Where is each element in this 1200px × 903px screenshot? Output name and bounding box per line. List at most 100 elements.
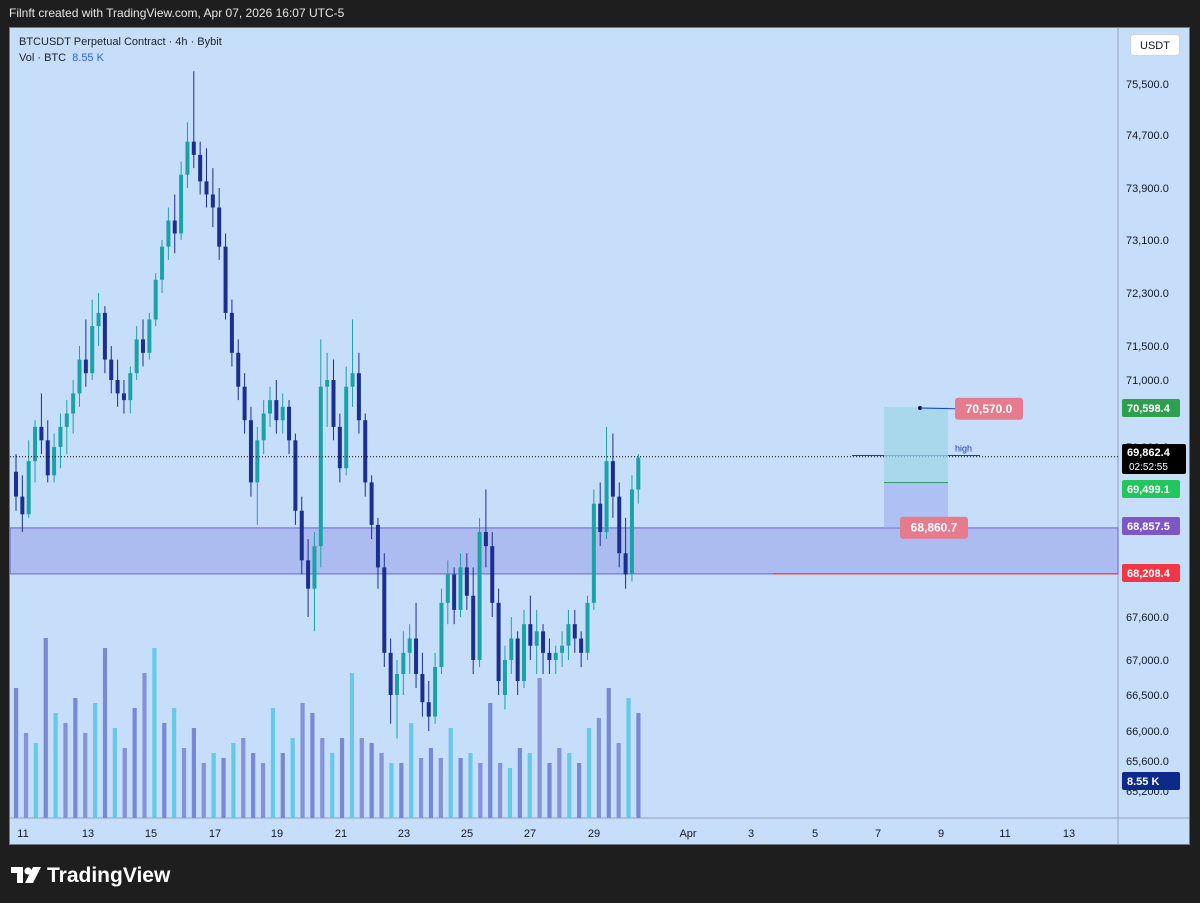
candle-body[interactable] (407, 638, 412, 653)
candle-body[interactable] (248, 420, 253, 483)
candle-body[interactable] (452, 574, 457, 610)
target-callout-box[interactable] (955, 397, 1023, 420)
candle-body[interactable] (255, 440, 260, 483)
candle-body[interactable] (363, 420, 368, 483)
candle-body[interactable] (96, 312, 101, 327)
candle-body[interactable] (401, 652, 406, 674)
candle-body[interactable] (33, 426, 38, 462)
candle-body[interactable] (439, 602, 444, 667)
candle-body[interactable] (509, 638, 514, 661)
candle-body[interactable] (591, 503, 596, 603)
candle-body[interactable] (325, 380, 330, 387)
price-badge-5[interactable] (1122, 772, 1180, 790)
candle-body[interactable] (306, 560, 311, 589)
candle-body[interactable] (464, 567, 469, 596)
candle-body[interactable] (312, 546, 317, 589)
candle-body[interactable] (585, 602, 590, 653)
candle-body[interactable] (496, 602, 501, 681)
candle-body[interactable] (52, 447, 57, 476)
candle-body[interactable] (121, 393, 126, 401)
candle-body[interactable] (134, 339, 139, 374)
candle-body[interactable] (375, 524, 380, 568)
candle-body[interactable] (172, 220, 177, 234)
candle-body[interactable] (426, 702, 431, 717)
candle-body[interactable] (179, 174, 184, 234)
candle-body[interactable] (420, 674, 425, 703)
candle-body[interactable] (477, 532, 482, 660)
candle-body[interactable] (395, 674, 399, 695)
candle-body[interactable] (204, 181, 209, 195)
candle-body[interactable] (77, 359, 82, 394)
candle-body[interactable] (223, 246, 228, 313)
candle-body[interactable] (147, 319, 152, 353)
candle-body[interactable] (483, 532, 488, 547)
candle-body[interactable] (90, 326, 95, 374)
candle-body[interactable] (210, 194, 215, 208)
candle-body[interactable] (261, 413, 266, 441)
candle-body[interactable] (502, 660, 507, 695)
chart-svg[interactable]: high 70,570.0 68,860.7 75,500.0 74,700.0 73,9… (10, 28, 1190, 845)
currency-button[interactable]: USDT (1130, 34, 1180, 56)
candle-body[interactable] (26, 461, 31, 515)
candle-body[interactable] (566, 624, 571, 646)
candle-body[interactable] (369, 482, 374, 525)
candle-body[interactable] (191, 141, 196, 155)
candle-body[interactable] (109, 359, 114, 380)
candle-body[interactable] (115, 380, 120, 394)
candle-body[interactable] (604, 461, 609, 532)
candle-body[interactable] (287, 406, 292, 441)
candle-body[interactable] (560, 645, 565, 653)
volume-legend[interactable]: Vol · BTC 8.55 K (19, 52, 104, 64)
candle-body[interactable] (153, 279, 158, 320)
candle-body[interactable] (617, 496, 622, 554)
price-badge-1[interactable] (1122, 444, 1186, 474)
candle-body[interactable] (280, 406, 285, 421)
candle-body[interactable] (274, 400, 279, 421)
candle-body[interactable] (629, 489, 634, 575)
candle-body[interactable] (579, 638, 584, 653)
candle-body[interactable] (433, 667, 438, 717)
candle-body[interactable] (160, 246, 165, 280)
candle-body[interactable] (445, 574, 450, 603)
candle-body[interactable] (636, 457, 641, 490)
chart-area[interactable]: high 70,570.0 68,860.7 75,500.0 74,700.0 73,9… (9, 27, 1190, 845)
stop-callout-box[interactable] (900, 516, 968, 539)
candle-body[interactable] (541, 631, 546, 653)
candle-body[interactable] (547, 652, 552, 660)
candle-body[interactable] (229, 312, 234, 353)
candle-body[interactable] (39, 426, 44, 441)
candle-body[interactable] (344, 386, 349, 469)
candle-body[interactable] (102, 312, 107, 360)
candle-body[interactable] (598, 503, 603, 532)
candle-body[interactable] (490, 546, 495, 603)
candle-body[interactable] (553, 652, 558, 660)
candle-body[interactable] (236, 352, 241, 387)
candle-body[interactable] (337, 426, 342, 469)
candle-body[interactable] (166, 220, 171, 247)
price-badge-3[interactable] (1122, 517, 1180, 535)
candle-body[interactable] (185, 141, 190, 175)
candle-body[interactable] (128, 373, 133, 401)
candle-body[interactable] (58, 426, 63, 447)
candle-body[interactable] (350, 373, 355, 387)
candle-body[interactable] (318, 386, 323, 547)
candle-body[interactable] (20, 496, 25, 515)
candle-body[interactable] (14, 471, 18, 497)
position-target-zone[interactable] (884, 406, 948, 483)
candle-body[interactable] (414, 638, 419, 675)
candle-body[interactable] (623, 553, 628, 575)
candle-body[interactable] (388, 652, 393, 695)
price-badge-4[interactable] (1122, 564, 1180, 582)
candle-body[interactable] (299, 510, 304, 561)
candle-body[interactable] (610, 461, 615, 497)
candle-body[interactable] (515, 638, 520, 682)
candle-body[interactable] (356, 373, 361, 421)
candle-body[interactable] (198, 154, 203, 182)
candle-body[interactable] (64, 413, 69, 427)
price-badge-0[interactable] (1122, 399, 1180, 417)
candle-body[interactable] (382, 567, 387, 653)
candle-body[interactable] (83, 359, 88, 374)
candle-body[interactable] (534, 631, 539, 646)
price-badge-2[interactable] (1122, 480, 1180, 498)
candle-body[interactable] (522, 624, 526, 681)
